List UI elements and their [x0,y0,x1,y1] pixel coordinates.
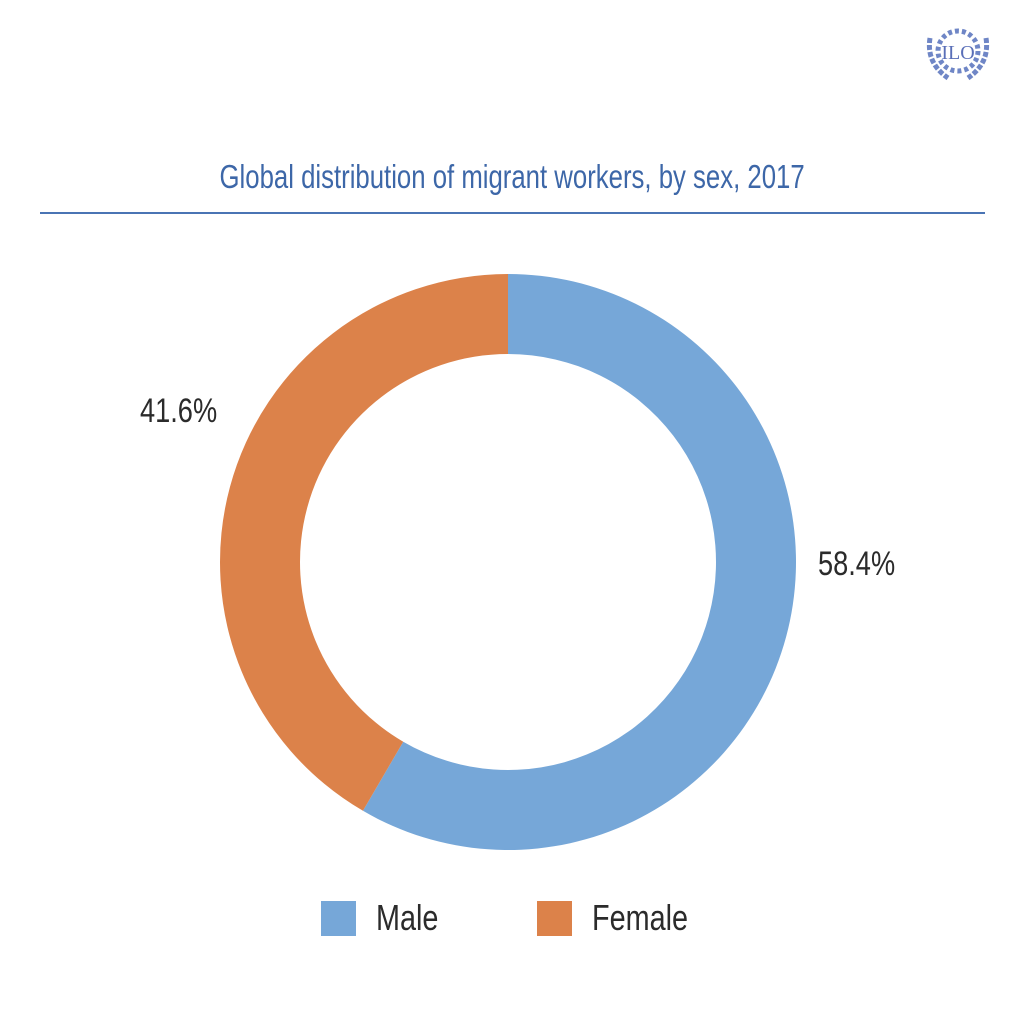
logo-text: ILO [941,42,974,64]
legend-swatch-female [537,900,572,936]
legend-swatch-male [321,900,356,936]
legend-item-female: Female [537,897,712,939]
data-label-male: 58.4% [818,545,896,583]
chart-title-text: Global distribution of migrant workers, … [219,158,805,195]
title-divider [40,212,985,214]
legend-label-male: Male [376,897,439,938]
legend-label-female: Female [592,897,689,938]
data-label-female: 41.6% [140,392,218,430]
legend-item-male: Male [321,897,454,939]
donut-slice-male [362,274,796,850]
chart-title: Global distribution of migrant workers, … [0,158,1024,196]
donut-slice-female [219,274,509,811]
ilo-emblem-icon: ILO [926,28,990,81]
ilo-logo: ILO [918,18,998,88]
